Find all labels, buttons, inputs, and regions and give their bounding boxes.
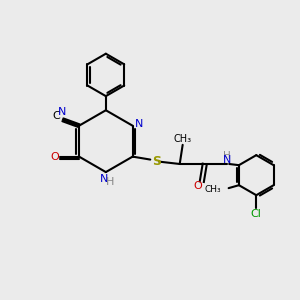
Text: N: N bbox=[100, 174, 109, 184]
Text: Cl: Cl bbox=[251, 209, 262, 219]
Text: H: H bbox=[106, 177, 114, 187]
Text: CH₃: CH₃ bbox=[205, 185, 221, 194]
Text: N: N bbox=[58, 107, 66, 117]
Text: N: N bbox=[223, 155, 231, 165]
Text: O: O bbox=[50, 152, 59, 162]
Text: C: C bbox=[52, 111, 60, 121]
Text: O: O bbox=[193, 181, 202, 191]
Text: N: N bbox=[135, 119, 143, 129]
Text: S: S bbox=[152, 154, 161, 167]
Text: H: H bbox=[223, 151, 231, 161]
Text: CH₃: CH₃ bbox=[174, 134, 192, 144]
